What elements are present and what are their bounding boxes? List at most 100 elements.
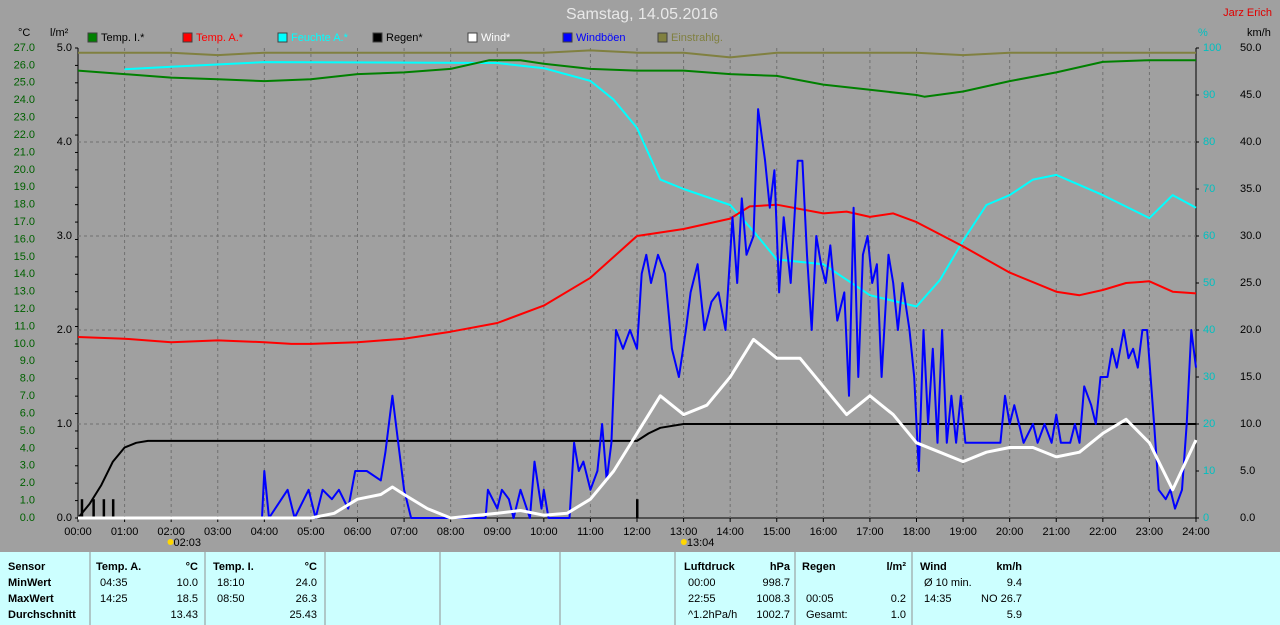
legend-swatch	[372, 32, 383, 43]
table-cell: ^1.2hPa/h	[688, 609, 737, 621]
table-cell: 14:35	[924, 593, 952, 605]
y-tick-label: 0.0	[20, 512, 35, 524]
y-tick-label: 2.0	[20, 477, 35, 489]
y-tick-label: 5.0	[20, 425, 35, 437]
legend-swatch	[657, 32, 668, 43]
x-tick-label: 09:00	[483, 526, 511, 538]
y-tick-label: 1.0	[20, 494, 35, 506]
y4-tick-label: 10.0	[1240, 418, 1261, 430]
y-tick-label: 9.0	[20, 355, 35, 367]
legend-swatch	[562, 32, 573, 43]
x-tick-label: 11:00	[577, 526, 604, 538]
table-cell: 25.43	[289, 609, 317, 621]
y3-axis-label: %	[1198, 27, 1208, 39]
x-tick-label: 12:00	[623, 526, 651, 538]
y-tick-label: 13.0	[14, 286, 35, 298]
y-tick-label: 26.0	[14, 59, 35, 71]
y-tick-label: 27.0	[14, 42, 35, 54]
table-cell: 13.43	[170, 609, 198, 621]
table-row-label: MinWert	[8, 577, 52, 589]
y3-tick-label: 10	[1203, 465, 1215, 477]
table-cell: 04:35	[100, 577, 128, 589]
y-tick-label: 10.0	[14, 338, 35, 350]
x-tick-label: 03:00	[204, 526, 232, 538]
legend-swatch	[87, 32, 98, 43]
x-tick-label: 17:00	[856, 526, 884, 538]
annotation: 13:04	[687, 537, 715, 549]
y4-tick-label: 35.0	[1240, 183, 1261, 195]
y-tick-label: 14.0	[14, 268, 35, 280]
table-cell: 14:25	[100, 593, 128, 605]
table-cell: 22:55	[688, 593, 716, 605]
table-cell: 10.0	[177, 577, 198, 589]
x-tick-label: 02:00	[157, 526, 185, 538]
x-tick-label: 06:00	[344, 526, 372, 538]
table-cell: NO 26.7	[981, 593, 1022, 605]
table-cell: 1008.3	[756, 593, 790, 605]
y-tick-label: 16.0	[14, 233, 35, 245]
x-tick-label: 13:00	[670, 526, 698, 538]
y-tick-label: 18.0	[14, 199, 35, 211]
y2-axis-label: l/m²	[50, 27, 69, 39]
legend-swatch	[467, 32, 478, 43]
y3-tick-label: 20	[1203, 418, 1215, 430]
table-header: hPa	[770, 561, 791, 573]
y4-tick-label: 45.0	[1240, 89, 1261, 101]
x-tick-label: 22:00	[1089, 526, 1117, 538]
y3-tick-label: 100	[1203, 42, 1221, 54]
x-tick-label: 14:00	[716, 526, 744, 538]
y3-tick-label: 0	[1203, 512, 1209, 524]
y4-tick-label: 20.0	[1240, 324, 1261, 336]
y3-tick-label: 90	[1203, 89, 1215, 101]
x-tick-label: 10:00	[530, 526, 558, 538]
table-cell: 00:00	[688, 577, 716, 589]
y-axis-label: °C	[18, 27, 30, 39]
y-tick-label: 8.0	[20, 373, 35, 385]
series-line	[78, 108, 1197, 519]
y-tick-label: 25.0	[14, 77, 35, 89]
rain-bar	[80, 499, 84, 518]
table-header: Wind	[920, 561, 947, 573]
table-header: Temp. A.	[96, 561, 141, 573]
x-tick-label: 01:00	[111, 526, 139, 538]
x-tick-label: 23:00	[1136, 526, 1164, 538]
y-tick-label: 12.0	[14, 303, 35, 315]
y3-tick-label: 80	[1203, 136, 1215, 148]
table-header: l/m²	[886, 561, 906, 573]
rain-bar	[636, 499, 639, 518]
legend-label: Feuchte A.*	[291, 32, 349, 44]
table-cell: 1002.7	[756, 609, 790, 621]
rain-bar	[92, 499, 95, 518]
annotation-icon	[167, 539, 174, 545]
legend-swatch	[277, 32, 288, 43]
table-cell: 0.2	[891, 593, 906, 605]
legend-label: Regen*	[386, 32, 423, 44]
x-tick-label: 18:00	[903, 526, 931, 538]
table-cell: 24.0	[296, 577, 317, 589]
y-tick-label: 11.0	[14, 320, 35, 332]
y-tick-label: 17.0	[14, 216, 35, 228]
legend-label: Temp. A.*	[196, 32, 244, 44]
y4-axis-label: km/h	[1247, 27, 1271, 39]
y-tick-label: 6.0	[20, 407, 35, 419]
legend-label: Einstrahlg.	[671, 32, 723, 44]
table-row-label: MaxWert	[8, 593, 54, 605]
x-tick-label: 21:00	[1042, 526, 1070, 538]
y-tick-label: 20.0	[14, 164, 35, 176]
y3-tick-label: 30	[1203, 371, 1215, 383]
table-cell: Gesamt:	[806, 609, 848, 621]
table-row-label: Durchschnitt	[8, 609, 76, 621]
series-line	[77, 59, 1196, 98]
table-header: Regen	[802, 561, 836, 573]
y3-tick-label: 60	[1203, 230, 1215, 242]
table-header: Temp. I.	[213, 561, 254, 573]
chart-title: Samstag, 14.05.2016	[566, 6, 718, 23]
table-cell: 18.5	[177, 593, 198, 605]
x-tick-label: 20:00	[996, 526, 1024, 538]
table-cell: 1.0	[891, 609, 906, 621]
x-tick-label: 19:00	[949, 526, 977, 538]
table-header: Luftdruck	[684, 561, 736, 573]
y4-tick-label: 25.0	[1240, 277, 1261, 289]
series-line	[77, 423, 1196, 519]
